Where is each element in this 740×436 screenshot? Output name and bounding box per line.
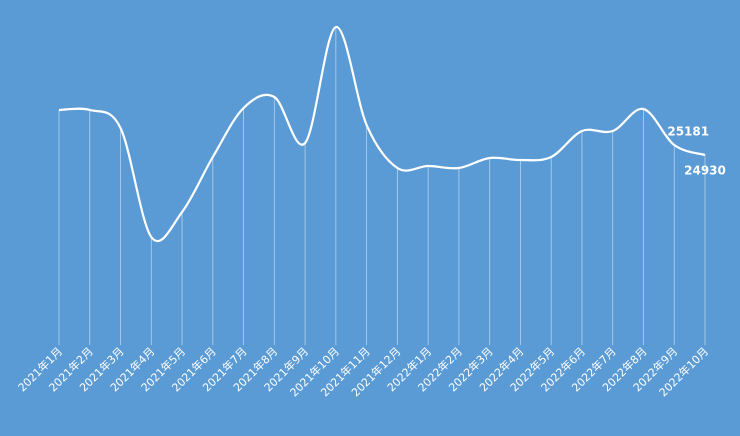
line xyxy=(58,25,706,242)
data-label: 24930 xyxy=(684,164,726,178)
data-label: 25181 xyxy=(667,125,709,139)
